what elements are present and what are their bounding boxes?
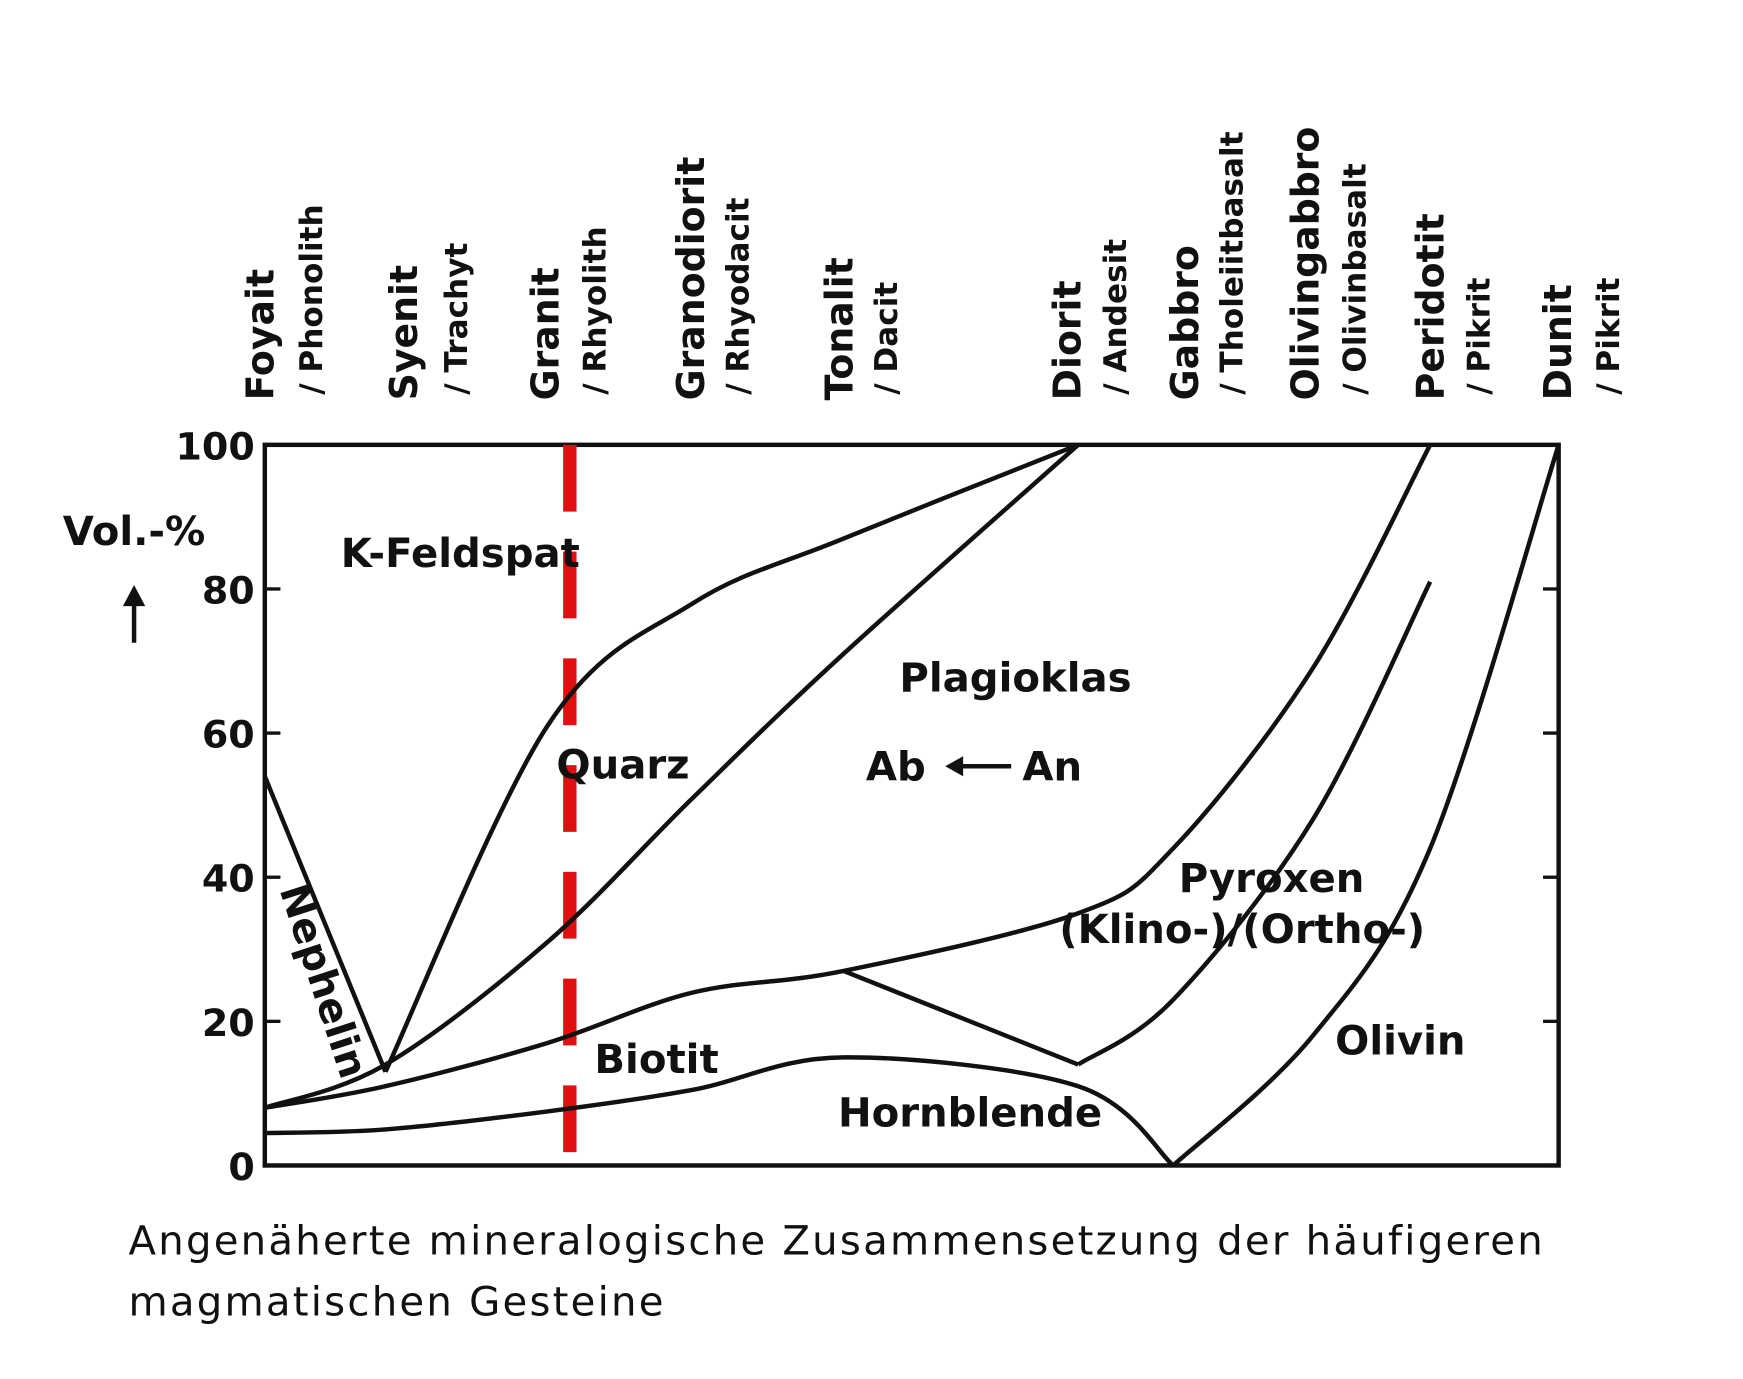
category-label: Tonalit: [817, 257, 861, 400]
y-tick-label: 60: [202, 713, 255, 757]
category-label: Peridotit: [1408, 213, 1452, 400]
category-sublabel: / Phonolith: [294, 204, 330, 395]
category-label: Granodiorit: [669, 157, 713, 401]
boundary-curve: [383, 442, 1080, 1073]
category-sublabel: / Tholeiitbasalt: [1214, 131, 1250, 394]
y-tick-label: 40: [202, 857, 255, 901]
category-label: Syenit: [382, 265, 426, 400]
y-tick-label: 0: [228, 1145, 254, 1189]
category-label: Gabbro: [1163, 245, 1207, 400]
boundary-curve: [264, 1055, 1175, 1168]
category-sublabel: / Andesit: [1098, 239, 1134, 395]
region-label: Nephelin: [270, 879, 376, 1084]
boundary-curve: [264, 443, 1433, 1111]
region-label: K-Feldspat: [341, 531, 580, 577]
category-label: Foyait: [239, 269, 283, 400]
category-sublabel: / Dacit: [869, 282, 905, 395]
boundary-curve: [842, 968, 1080, 1067]
y-tick-label: 20: [202, 1001, 255, 1045]
region-label: Biotit: [594, 1037, 718, 1083]
category-label: Dunit: [1536, 284, 1580, 400]
category-sublabel: / Pikrit: [1591, 277, 1627, 394]
y-arrow-head: [122, 584, 146, 607]
y-axis-label: Vol.-%: [63, 509, 206, 555]
category-sublabel: / Pikrit: [1461, 277, 1497, 394]
caption: Angenäherte mineralogische Zusammensetzu…: [128, 1219, 1545, 1265]
plot-frame: [262, 442, 1561, 1168]
category-sublabel: / Rhyodacit: [721, 197, 757, 394]
y-tick-label: 100: [175, 424, 254, 468]
region-label: Ab: [866, 745, 926, 791]
boundary-curve: [1171, 444, 1561, 1168]
region-label: Plagioklas: [899, 656, 1131, 702]
region-label: Quarz: [556, 743, 689, 789]
category-sublabel: / Olivinbasalt: [1337, 163, 1373, 395]
region-label: (Klino-)/(Ortho-): [1059, 907, 1425, 953]
boundary-curve: [262, 775, 388, 1073]
region-label: Hornblende: [838, 1091, 1102, 1137]
boundary-curve: [264, 443, 1080, 1110]
category-sublabel: / Rhyolith: [578, 226, 614, 394]
category-label: Diorit: [1045, 280, 1089, 400]
y-tick-label: 80: [202, 569, 255, 613]
region-label: Olivin: [1335, 1018, 1465, 1064]
region-label: An: [1022, 745, 1082, 791]
boundary-curve: [1076, 580, 1433, 1067]
category-label: Granit: [524, 267, 568, 400]
category-label: Olivingabbro: [1283, 127, 1327, 401]
category-sublabel: / Trachyt: [439, 243, 475, 395]
arrow-head: [945, 756, 964, 777]
caption: magmatischen Gesteine: [128, 1280, 665, 1326]
